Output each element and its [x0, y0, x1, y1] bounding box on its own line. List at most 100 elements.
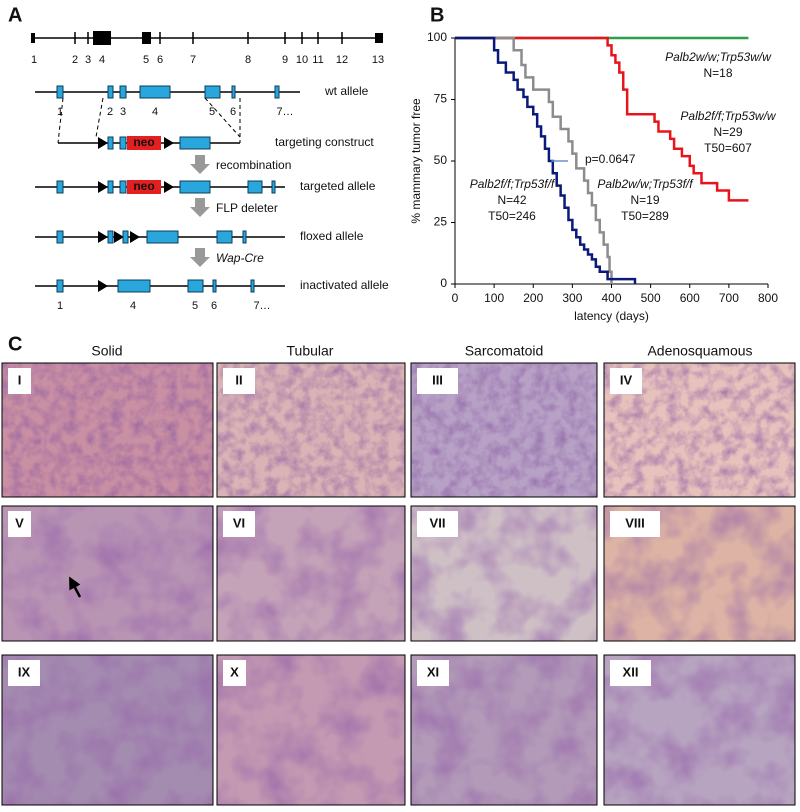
x-tick-label: 300 — [562, 291, 582, 305]
exon — [117, 279, 151, 293]
x-tick-label: 100 — [484, 291, 504, 305]
exon — [212, 279, 217, 293]
numeral-box — [417, 368, 458, 394]
homology-line — [57, 97, 64, 144]
exon-number: 12 — [336, 54, 348, 66]
series-t50: T50=607 — [704, 141, 752, 155]
histology-frame — [1, 362, 214, 498]
exon-number: 4 — [130, 300, 136, 312]
panel-numeral: XI — [427, 664, 439, 679]
series-label: Palb2w/w;Trp53f/f — [597, 177, 694, 191]
x-tick-label: 500 — [641, 291, 661, 305]
exon — [107, 85, 114, 99]
exon-number: 2 — [107, 106, 113, 118]
histology-texture — [2, 506, 213, 641]
y-axis-label: % mammary tumor free — [409, 98, 423, 224]
step-arrow — [190, 155, 210, 174]
loxp-site — [164, 137, 174, 149]
exon-number: 6 — [230, 106, 236, 118]
y-tick-label: 0 — [440, 276, 447, 290]
survival-curve — [455, 36, 637, 284]
exon-block — [142, 32, 151, 44]
y-tick-label: 75 — [434, 92, 448, 106]
exon — [187, 279, 204, 293]
x-tick-label: 200 — [523, 291, 543, 305]
exon — [107, 180, 114, 194]
mitosis-arrow — [69, 576, 82, 598]
panel-numeral: I — [18, 372, 22, 387]
exon-number: 11 — [312, 54, 323, 66]
step-label: Wap-Cre — [216, 251, 264, 265]
exon — [204, 85, 221, 99]
exon-number: 5 — [143, 54, 149, 66]
histology-frame — [603, 362, 796, 498]
step-label: FLP deleter — [216, 201, 278, 215]
exon — [271, 180, 276, 194]
series-label: Palb2w/w;Trp53w/w — [665, 50, 772, 64]
numeral-box — [8, 511, 31, 537]
exon-number: 6 — [211, 300, 217, 312]
x-tick-label: 700 — [719, 291, 739, 305]
numeral-box — [8, 660, 40, 686]
exon-number: 5 — [192, 300, 198, 312]
exon — [122, 230, 129, 244]
panel-numeral: XII — [623, 664, 639, 679]
exon-number: 1 — [57, 300, 63, 312]
exon — [119, 136, 127, 150]
loxp-site — [98, 280, 108, 292]
exon-number: 8 — [245, 54, 251, 66]
step-label: recombination — [216, 158, 291, 172]
exon-number: 3 — [120, 106, 126, 118]
series-n: N=19 — [630, 193, 659, 207]
exon — [56, 180, 64, 194]
loxp-site — [114, 231, 124, 243]
histology-frame — [1, 505, 214, 642]
numeral-box — [223, 368, 255, 394]
histology-frame — [216, 654, 406, 806]
panel-label: A — [8, 4, 22, 26]
numeral-box — [417, 511, 458, 537]
panel-numeral: VIII — [625, 515, 645, 530]
numeral-box — [610, 660, 651, 686]
exon — [56, 279, 64, 293]
y-tick-label: 50 — [434, 153, 448, 167]
homology-line — [204, 97, 241, 138]
panel-label: C — [8, 333, 22, 355]
histology-frame — [216, 505, 406, 642]
neo-label: neo — [133, 135, 154, 149]
x-tick-label: 800 — [758, 291, 778, 305]
exon — [146, 230, 179, 244]
histology-frame — [603, 505, 796, 642]
exon-number: 1 — [57, 106, 63, 118]
exon-block — [375, 33, 383, 43]
exon-end — [31, 33, 35, 43]
exon — [247, 180, 263, 194]
step-arrow — [190, 198, 210, 217]
series-label: Palb2f/f;Trp53f/f — [470, 177, 556, 191]
column-header: Solid — [91, 343, 122, 359]
exon-number: 7… — [253, 300, 270, 312]
exon-number: 3 — [85, 54, 91, 66]
exon — [231, 85, 236, 99]
column-header: Tubular — [287, 343, 334, 359]
panel-numeral: X — [230, 664, 239, 679]
exon-number: 1 — [31, 54, 37, 66]
exon — [250, 279, 255, 293]
histology-texture — [217, 655, 405, 805]
exon-number: 4 — [152, 106, 158, 118]
exon-number: 7 — [190, 54, 196, 66]
exon-number: 2 — [72, 54, 78, 66]
x-tick-label: 600 — [680, 291, 700, 305]
loxp-site — [130, 231, 140, 243]
numeral-box — [417, 660, 449, 686]
loxp-site — [98, 231, 108, 243]
exon-number: 7… — [276, 106, 293, 118]
exon-number: 5 — [209, 106, 215, 118]
allele-label: wt allele — [324, 84, 369, 98]
series-t50: T50=246 — [488, 209, 536, 223]
neo-cassette — [127, 180, 161, 194]
exon-number: 6 — [157, 54, 163, 66]
x-tick-label: 400 — [601, 291, 621, 305]
histology-frame — [603, 654, 796, 806]
